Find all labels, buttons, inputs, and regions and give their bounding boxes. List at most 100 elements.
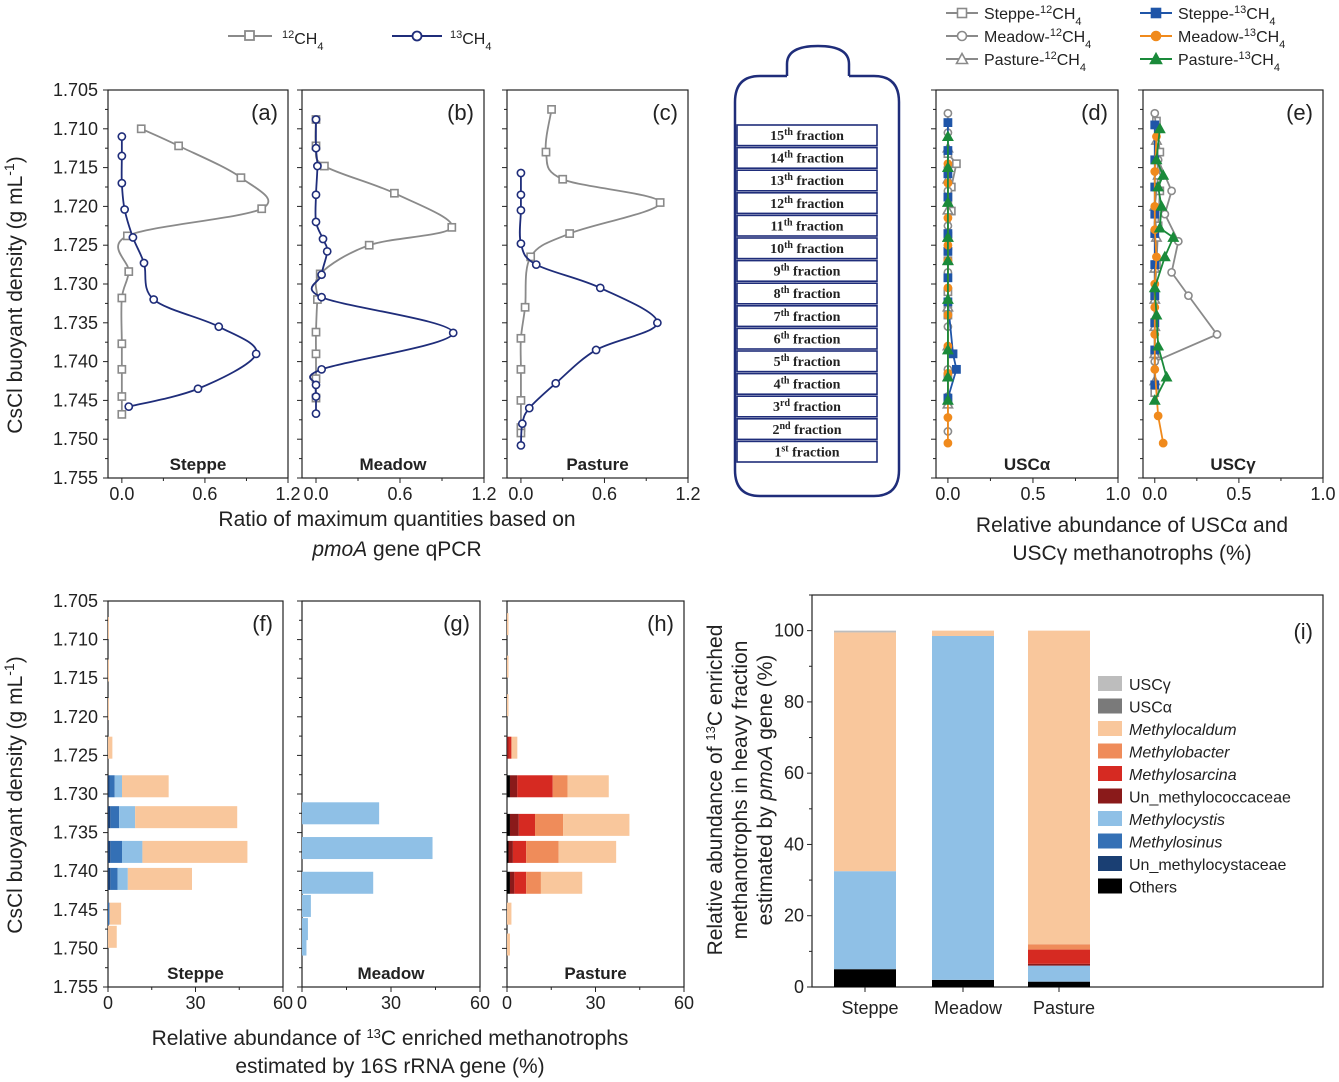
bar-segment	[302, 894, 311, 917]
usc-xlabel-line1: Relative abundance of USCα and	[976, 514, 1288, 537]
panel-f: 1.705 1.710 1.715 1.720 1.725 1.730 1.735 1.740…	[53, 591, 293, 1013]
bar-segment	[526, 871, 541, 894]
bar-segment	[526, 840, 559, 863]
bar-segment	[552, 775, 568, 798]
data-point	[317, 292, 326, 302]
y-tick-label: 1.735	[53, 313, 98, 333]
bar-segment	[535, 813, 564, 836]
x-tick-label: 0.6	[192, 484, 217, 504]
x-tick-label: 0.0	[303, 484, 328, 504]
fraction-label: 15th fraction	[770, 127, 844, 145]
legend-label: Methylosarcina	[1129, 767, 1237, 784]
legend-swatch	[1098, 856, 1122, 871]
legend-label: Methylosinus	[1129, 835, 1222, 852]
bar-segment	[1028, 949, 1090, 964]
data-point	[943, 108, 953, 118]
data-point	[941, 196, 954, 207]
x-tick-label: 0.6	[592, 484, 617, 504]
bar-segment	[108, 617, 109, 640]
data-point	[1150, 308, 1163, 320]
bar-segment	[540, 871, 583, 894]
data-point	[1167, 186, 1176, 196]
bar-segment	[122, 775, 169, 798]
fraction-list: 15th fraction 14th fraction 13th fraction 1…	[736, 124, 878, 463]
bar-segment	[108, 867, 111, 890]
data-point	[1150, 120, 1160, 130]
data-point	[941, 370, 954, 382]
data-point	[943, 118, 953, 127]
fraction-label: 2nd fraction	[772, 420, 841, 438]
data-point	[952, 364, 961, 374]
series-line	[519, 109, 662, 433]
bar-segment	[1028, 963, 1090, 966]
data-point	[251, 349, 261, 359]
bar-segment	[110, 806, 120, 829]
bar-segment	[142, 840, 248, 863]
bar-segment	[119, 806, 136, 829]
x-tick-label: 1.2	[675, 484, 700, 504]
legend-label: Steppe-13CH4	[1178, 4, 1276, 28]
bar-segment	[135, 806, 238, 829]
qpcr-xlabel-line2: pmoA gene qPCR	[311, 538, 481, 561]
y-axis-label-bottom: CsCl buoyant density (g mL-1)	[1, 656, 27, 933]
bar-segment	[567, 775, 609, 798]
bar-segment	[114, 775, 122, 798]
y-tick-label: 1.750	[53, 429, 98, 449]
data-point	[941, 254, 954, 266]
fraction-box	[736, 395, 878, 418]
x-tick-label: 0.0	[109, 484, 134, 504]
data-point	[117, 409, 127, 419]
data-point	[558, 174, 568, 184]
x-tick-label: 0.0	[508, 484, 533, 504]
bar-segment	[1028, 981, 1090, 987]
site-label: Steppe	[167, 964, 224, 983]
plot-frame	[301, 89, 485, 479]
bar-segment	[108, 698, 109, 721]
data-point	[941, 231, 954, 242]
y-tick-label: 1.745	[53, 390, 98, 410]
site-label: USCα	[1004, 455, 1051, 474]
data-point	[520, 302, 530, 312]
data-point	[128, 233, 138, 242]
bar-segment	[834, 630, 896, 633]
y-tick-label: 40	[784, 834, 804, 854]
y-tick-label: 1.715	[53, 668, 98, 688]
data-point	[1150, 108, 1160, 118]
panel-label: (b)	[447, 100, 474, 125]
legend-swatch	[1098, 811, 1122, 826]
site-label: Steppe	[170, 455, 227, 474]
fraction-label: 1st fraction	[774, 443, 839, 461]
x-tick-label: 30	[585, 993, 605, 1013]
site-label: Pasture	[566, 455, 628, 474]
x-tick-label: Meadow	[934, 998, 1003, 1018]
y-tick-label: 1.710	[53, 119, 98, 139]
site-label: Meadow	[359, 455, 427, 474]
series-line	[314, 119, 453, 399]
panel-label: (e)	[1286, 100, 1313, 125]
data-point	[322, 247, 332, 256]
x-tick-label: 0	[103, 993, 113, 1013]
panel-e: 0.0 0.5 1.0 (e) USCγ	[1138, 89, 1336, 504]
bar-segment	[108, 840, 111, 863]
plot-frame	[107, 89, 289, 479]
data-point	[1167, 231, 1180, 242]
bar-segment	[110, 840, 122, 863]
data-point	[1150, 153, 1163, 165]
qpcr-xlabel-line1: Ratio of maximum quantities based on	[218, 508, 575, 531]
bar-segment	[302, 837, 433, 860]
y-tick-label: 1.740	[53, 861, 98, 881]
legend-swatch	[1098, 743, 1122, 759]
data-point	[516, 333, 526, 343]
data-point	[317, 364, 326, 374]
legend-label: Pasture-12CH4	[984, 50, 1086, 74]
data-point	[1155, 200, 1168, 211]
data-point	[257, 204, 267, 214]
site-label: Pasture	[564, 964, 626, 983]
bar-segment	[507, 655, 509, 678]
y-tick-label: 1.730	[53, 274, 98, 294]
x-tick-label: 0	[502, 993, 512, 1013]
data-point	[516, 441, 526, 450]
data-point	[1150, 7, 1162, 19]
data-point	[652, 318, 662, 328]
x-tick-label: Pasture	[1033, 998, 1095, 1018]
